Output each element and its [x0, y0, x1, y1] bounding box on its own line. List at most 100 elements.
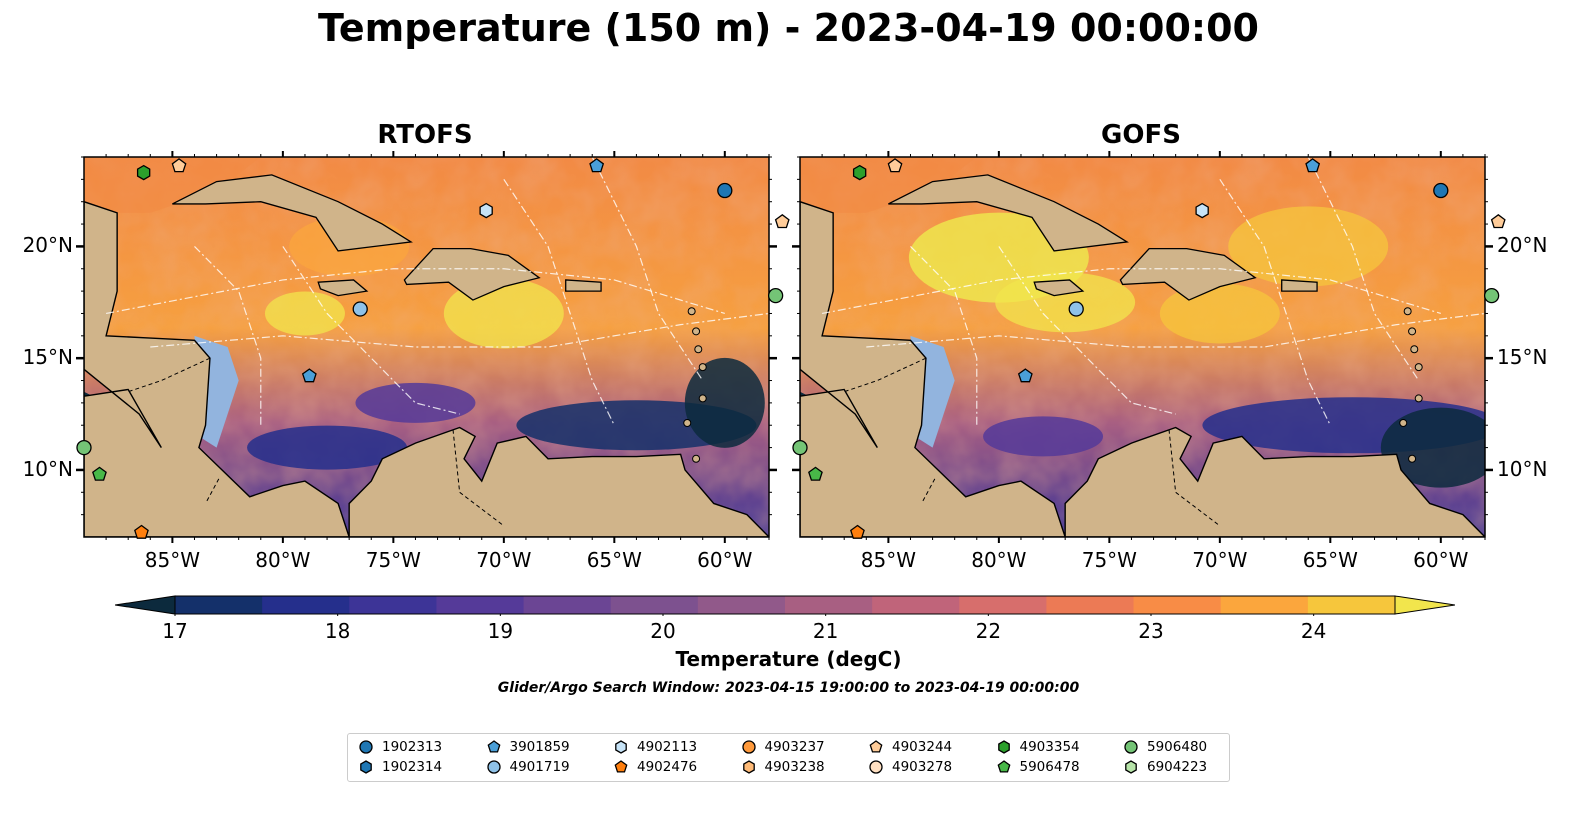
legend-label: 4903238: [764, 759, 825, 775]
colorbar-segment: [175, 596, 263, 614]
lat-label: 10°N: [22, 456, 73, 481]
colorbar: [115, 595, 1455, 616]
float-marker-3901859: [589, 158, 605, 173]
pentagon-marker-icon: [997, 760, 1010, 773]
float-marker-5906480: [1483, 287, 1500, 304]
float-marker-4902476: [850, 524, 865, 539]
colorbar-tick: 21: [812, 619, 839, 643]
hexagon-marker-icon: [360, 760, 372, 774]
colorbar-tick: 22: [975, 619, 1002, 643]
float-marker-5906478: [92, 466, 107, 481]
float-marker-4901719: [1068, 301, 1084, 317]
legend-label: 4901719: [509, 759, 570, 775]
float-marker-4902113: [1195, 202, 1209, 219]
panel-title-gofs: GOFS: [1101, 120, 1181, 150]
legend-item-5906480: 5906480: [1123, 737, 1207, 757]
float-marker-5906480: [792, 439, 808, 456]
float-marker-4903244: [887, 158, 903, 173]
lat-label: 10°N: [1497, 456, 1548, 481]
colorbar-segment: [1220, 596, 1309, 614]
colorbar-segment: [785, 596, 873, 614]
float-marker-3901859: [1305, 158, 1321, 173]
legend-label: 4903354: [1019, 739, 1080, 755]
legend-label: 1902313: [382, 739, 443, 755]
colorbar-segment: [349, 596, 437, 614]
search-window-caption: Glider/Argo Search Window: 2023-04-15 19…: [497, 680, 1080, 696]
float-marker-4903354: [136, 164, 151, 181]
colorbar-segment: [1133, 596, 1222, 614]
lon-label: 80°W: [971, 548, 1027, 572]
lat-label: 15°N: [1497, 345, 1548, 370]
legend-item-1902313: 1902313: [358, 737, 442, 757]
colorbar-label: Temperature (degC): [675, 647, 902, 671]
pentagon-marker-icon: [487, 740, 500, 753]
float-marker-5906478: [808, 466, 823, 481]
legend-label: 4902476: [637, 759, 698, 775]
float-marker-4901719: [352, 301, 368, 317]
lon-label: 85°W: [860, 548, 916, 572]
float-marker-4903354: [852, 164, 867, 181]
colorbar-segment: [1307, 596, 1396, 614]
hexagon-marker-icon: [997, 740, 1010, 754]
legend-item-6904223: 6904223: [1123, 757, 1207, 777]
lon-label: 80°W: [255, 548, 311, 572]
float-marker-4903244: [1490, 213, 1506, 229]
float-marker-4903244: [774, 213, 790, 229]
legend-item-1902314: 1902314: [358, 757, 442, 777]
colorbar-tick: 19: [487, 619, 514, 643]
gofs-map: [792, 151, 1506, 543]
panel-title-rtofs: RTOFS: [377, 120, 473, 150]
colorbar-segment: [872, 596, 960, 614]
legend-item-4903237: 4903237: [741, 737, 825, 757]
lat-label: 20°N: [1497, 233, 1548, 258]
colorbar-tick: 20: [650, 619, 676, 643]
colorbar-segment: [610, 596, 699, 614]
legend: 1902313 1902314 3901859 4901719 4902113 49024…: [347, 733, 1230, 782]
pentagon-marker-icon: [614, 760, 628, 773]
colorbar-segment: [262, 596, 350, 614]
lon-label: 75°W: [1081, 548, 1137, 572]
lon-label: 70°W: [1192, 548, 1248, 572]
colorbar-tick: 17: [162, 619, 188, 643]
circle-marker-icon: [869, 760, 883, 774]
circle-marker-icon: [1124, 740, 1138, 754]
legend-item-4903278: 4903278: [868, 757, 952, 777]
legend-label: 4903244: [892, 739, 953, 755]
legend-label: 4902113: [637, 739, 698, 755]
colorbar-segment: [436, 596, 525, 614]
legend-item-4903244: 4903244: [868, 737, 952, 757]
float-marker-1902313: [1433, 182, 1449, 199]
float-marker-4903244: [171, 158, 187, 173]
lat-label: 20°N: [22, 233, 73, 258]
legend-item-4901719: 4901719: [486, 757, 570, 777]
hexagon-marker-icon: [615, 740, 627, 754]
colorbar-arrow-high: [1394, 595, 1455, 615]
legend-label: 4903278: [892, 759, 953, 775]
circle-marker-icon: [741, 740, 756, 754]
lon-label: 70°W: [476, 548, 532, 572]
lon-label: 65°W: [1302, 548, 1358, 572]
float-marker-3901859: [1017, 368, 1033, 383]
lon-label: 75°W: [365, 548, 421, 572]
colorbar-tick: 24: [1300, 619, 1327, 643]
rtofs-map: [76, 151, 790, 543]
circle-marker-icon: [359, 740, 373, 754]
lon-label: 60°W: [697, 548, 753, 572]
legend-item-3901859: 3901859: [486, 737, 570, 757]
hexagon-marker-icon: [1125, 760, 1137, 774]
colorbar-arrow-low: [115, 595, 176, 615]
lat-label: 15°N: [22, 345, 73, 370]
figure-title: Temperature (150 m) - 2023-04-19 00:00:0…: [317, 6, 1259, 50]
legend-label: 5906480: [1147, 739, 1208, 755]
hexagon-marker-icon: [742, 760, 755, 774]
circle-marker-icon: [486, 760, 501, 774]
colorbar-segment: [959, 596, 1047, 614]
float-marker-1902313: [717, 182, 733, 199]
legend-label: 3901859: [509, 739, 570, 755]
lon-label: 85°W: [144, 548, 200, 572]
legend-label: 5906478: [1019, 759, 1080, 775]
float-marker-4902113: [479, 202, 493, 219]
colorbar-segment: [1046, 596, 1135, 614]
colorbar-tick: 23: [1138, 619, 1164, 643]
legend-item-4902476: 4902476: [613, 757, 697, 777]
